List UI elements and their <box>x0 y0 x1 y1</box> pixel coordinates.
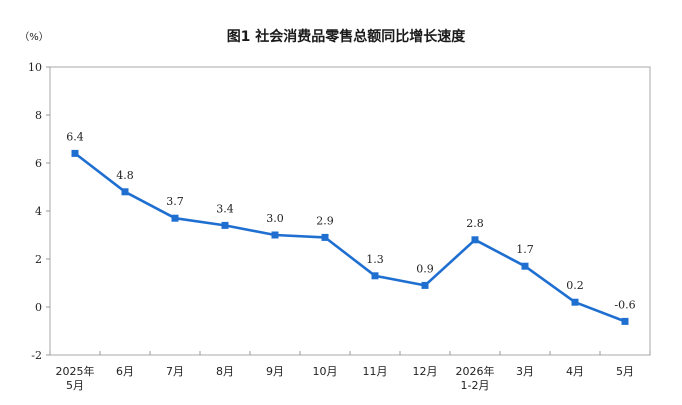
x-tick-label: 5月 <box>616 365 634 378</box>
data-point-marker <box>521 262 529 270</box>
data-point-marker <box>421 281 429 289</box>
y-tick-label: 2 <box>35 253 42 266</box>
data-label: 6.4 <box>66 130 84 143</box>
data-label: -0.6 <box>614 298 635 311</box>
data-label: 1.3 <box>366 253 384 266</box>
x-tick-label: 2026年 1-2月 <box>456 364 495 392</box>
y-tick-label: 4 <box>35 205 42 218</box>
data-point-marker <box>471 236 479 244</box>
data-point-marker <box>371 272 379 280</box>
data-label: 0.9 <box>416 262 434 275</box>
data-point-marker <box>271 231 279 239</box>
x-tick-label: 8月 <box>216 365 234 378</box>
series-retail-growth <box>71 149 629 325</box>
data-point-marker <box>221 221 229 229</box>
y-axis-unit-label: （%） <box>19 31 49 43</box>
x-tick-label: 3月 <box>516 365 534 378</box>
data-labels: 6.4 4.8 3.7 3.4 3.0 2.9 1.3 0.9 2.8 1.7 0.2 -0.6 <box>66 130 635 311</box>
chart-title: 图1 社会消费品零售总额同比增长速度 <box>227 28 467 45</box>
y-tick-label: -2 <box>31 349 42 362</box>
data-point-marker <box>71 149 79 157</box>
data-label: 0.2 <box>566 279 584 292</box>
data-point-marker <box>321 233 329 241</box>
y-axis: -2 0 2 4 6 8 10 <box>28 61 50 362</box>
data-point-marker <box>571 298 579 306</box>
data-point-marker <box>621 317 629 325</box>
plot-area-frame <box>49 66 651 356</box>
data-label: 2.8 <box>466 217 484 230</box>
y-tick-label: 10 <box>28 61 42 74</box>
series-line <box>74 152 626 323</box>
x-tick-label: 4月 <box>566 365 584 378</box>
data-label: 2.9 <box>316 214 334 227</box>
x-tick-label: 10月 <box>313 365 338 378</box>
x-tick-label: 11月 <box>363 365 388 378</box>
x-tick-label: 2025年 5月 <box>56 364 95 392</box>
data-label: 4.8 <box>116 169 134 182</box>
x-axis: 2025年 5月 6月 7月 8月 9月 10月 11月 12月 2026年 1-2月 3月 4月 5月 <box>49 351 651 392</box>
y-tick-label: 8 <box>35 109 42 122</box>
data-point-marker <box>121 188 129 196</box>
data-label: 3.4 <box>216 202 234 215</box>
data-label: 3.7 <box>166 195 184 208</box>
x-tick-label: 6月 <box>116 365 134 378</box>
y-tick-label: 6 <box>35 157 42 170</box>
data-label: 1.7 <box>516 243 534 256</box>
data-label: 3.0 <box>266 212 284 225</box>
x-tick-label: 9月 <box>266 365 284 378</box>
x-tick-label: 7月 <box>166 365 184 378</box>
data-point-marker <box>171 214 179 222</box>
x-tick-label: 12月 <box>413 365 438 378</box>
y-tick-label: 0 <box>35 301 42 314</box>
